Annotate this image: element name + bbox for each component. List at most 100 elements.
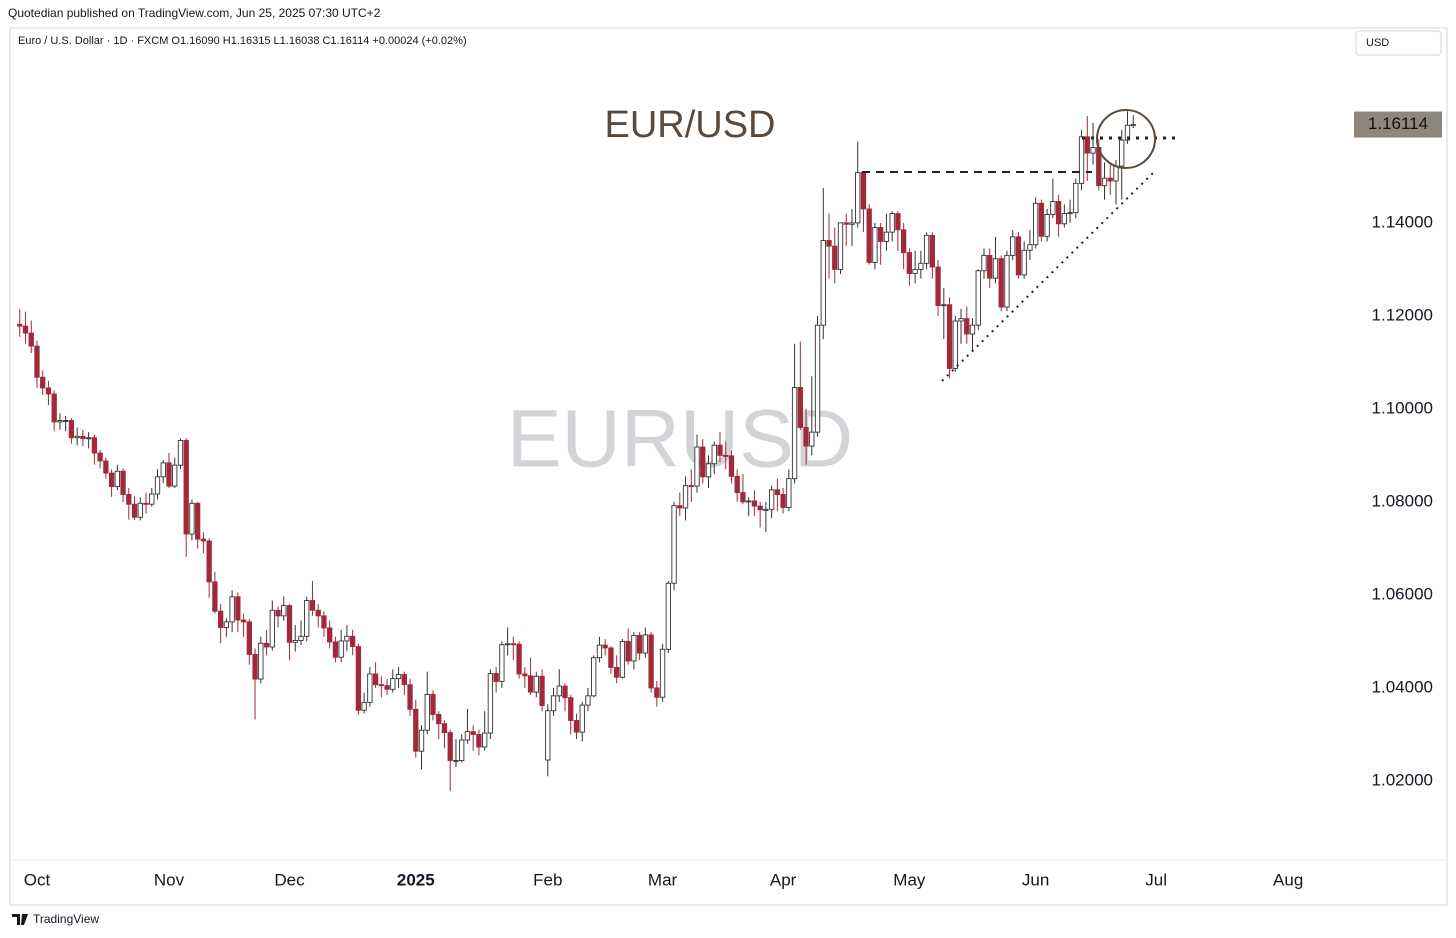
candle-body bbox=[1113, 165, 1119, 182]
candle-body bbox=[614, 667, 620, 678]
annotations bbox=[862, 109, 1180, 382]
candle-body bbox=[700, 446, 706, 478]
candle-body bbox=[866, 208, 872, 263]
candle-body bbox=[843, 222, 849, 225]
currency-label[interactable]: USD bbox=[1366, 37, 1389, 49]
candle-body bbox=[120, 470, 126, 495]
candle-body bbox=[74, 435, 80, 439]
candle-body bbox=[734, 475, 740, 494]
candle-body bbox=[579, 704, 585, 733]
candle-body bbox=[177, 440, 184, 466]
candle-body bbox=[625, 640, 631, 662]
chart-frame bbox=[9, 27, 1448, 906]
candle-body bbox=[527, 675, 534, 693]
candle-body bbox=[1101, 177, 1108, 187]
candle-body bbox=[740, 492, 746, 503]
candle-body bbox=[459, 739, 465, 761]
candle-body bbox=[229, 596, 235, 623]
candle-body bbox=[814, 324, 821, 433]
candle-body bbox=[131, 503, 138, 518]
candle-body bbox=[746, 500, 752, 503]
candle-body bbox=[40, 376, 46, 389]
candle-body bbox=[533, 675, 539, 693]
candle-body bbox=[998, 258, 1004, 308]
candle-body bbox=[1061, 213, 1067, 225]
candle-body bbox=[286, 605, 293, 643]
candle-body bbox=[642, 634, 649, 654]
candle-body bbox=[34, 345, 40, 378]
candle-body bbox=[780, 494, 786, 508]
candle-body bbox=[327, 627, 333, 643]
candle-body bbox=[1073, 182, 1079, 214]
candle-body bbox=[1021, 249, 1027, 276]
candle-body bbox=[504, 643, 511, 646]
candle-body bbox=[665, 582, 671, 650]
candle-body bbox=[1038, 202, 1045, 237]
candle-body bbox=[395, 673, 402, 680]
candle-body bbox=[918, 262, 924, 270]
last-price-box bbox=[1354, 111, 1442, 138]
candle-body bbox=[200, 538, 207, 542]
candle-body bbox=[235, 596, 241, 621]
candle-body bbox=[809, 431, 815, 447]
candle-body bbox=[1078, 136, 1085, 184]
candle-body bbox=[803, 427, 809, 447]
candle-body bbox=[659, 648, 666, 698]
candle-body bbox=[631, 634, 637, 662]
x-tick-label: Apr bbox=[770, 870, 797, 889]
candle-body bbox=[895, 213, 901, 231]
candle-body bbox=[378, 684, 384, 687]
branding: TradingView bbox=[12, 912, 99, 926]
candle-body bbox=[837, 222, 844, 270]
candle-body bbox=[677, 505, 683, 509]
candle-body bbox=[424, 693, 430, 731]
candle-body bbox=[946, 304, 953, 369]
candle-body bbox=[263, 642, 270, 648]
candle-body bbox=[1067, 212, 1073, 215]
candle-body bbox=[349, 635, 356, 647]
candle-body bbox=[114, 470, 120, 488]
candle-body bbox=[430, 693, 436, 715]
candle-body bbox=[648, 634, 654, 689]
candle-body bbox=[223, 621, 230, 628]
candle-body bbox=[958, 318, 964, 322]
candle-body bbox=[751, 500, 758, 507]
candle-body bbox=[51, 393, 57, 423]
candle-body bbox=[401, 673, 407, 686]
x-tick-label: Aug bbox=[1273, 870, 1303, 889]
candle-body bbox=[964, 318, 970, 335]
candle-body bbox=[763, 508, 769, 511]
candle-body bbox=[281, 605, 287, 617]
candle-body bbox=[768, 489, 775, 510]
candle-body bbox=[304, 600, 310, 637]
candle-body bbox=[705, 463, 712, 478]
candle-body bbox=[217, 610, 224, 628]
candle-body bbox=[878, 227, 884, 242]
candle-body bbox=[992, 258, 999, 279]
candle-body bbox=[355, 646, 362, 711]
candle-body bbox=[17, 323, 23, 327]
candle-body bbox=[275, 609, 281, 617]
candle-body bbox=[1050, 201, 1056, 215]
currency-button[interactable] bbox=[1355, 30, 1442, 56]
candle-body bbox=[57, 420, 63, 423]
candle-body bbox=[539, 675, 545, 707]
candle-body bbox=[367, 673, 373, 703]
candle-body bbox=[63, 420, 69, 422]
candle-body bbox=[682, 485, 689, 509]
candle-body bbox=[872, 227, 878, 263]
candle-body bbox=[987, 254, 993, 279]
candle-body bbox=[671, 505, 677, 584]
candle-body bbox=[723, 454, 729, 457]
candle-body bbox=[160, 462, 166, 478]
candle-body bbox=[952, 320, 958, 369]
candle-body bbox=[568, 697, 574, 721]
candle-body bbox=[149, 493, 155, 505]
y-tick-label: 1.06000 bbox=[1372, 584, 1433, 603]
y-tick-label: 1.04000 bbox=[1372, 677, 1433, 696]
candles bbox=[17, 111, 1136, 792]
candle-body bbox=[935, 266, 941, 307]
candle-body bbox=[573, 720, 580, 733]
x-tick-label: Jul bbox=[1145, 870, 1167, 889]
